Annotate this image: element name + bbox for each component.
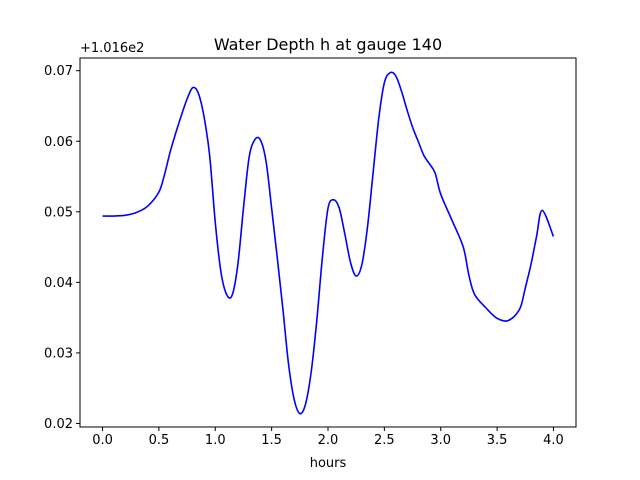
- y-tick-label: 0.07: [44, 64, 73, 79]
- y-tick-label: 0.03: [44, 346, 73, 361]
- series-line: [102, 71, 555, 415]
- plot-area-frame: [79, 57, 577, 428]
- x-tick-label: 3.5: [487, 433, 508, 448]
- chart-title: Water Depth h at gauge 140: [214, 35, 442, 54]
- x-tick-label: 4.0: [543, 433, 564, 448]
- y-axis-offset-label: +1.016e2: [80, 41, 144, 56]
- y-axis-ticks: 0.02 0.03 0.04 0.05 0.06 0.07: [44, 64, 80, 432]
- x-tick-label: 2.0: [318, 433, 339, 448]
- x-tick-label: 0.0: [92, 433, 113, 448]
- x-axis-label: hours: [310, 456, 347, 471]
- x-tick-label: 1.5: [261, 433, 282, 448]
- y-tick-label: 0.05: [44, 205, 73, 220]
- x-tick-label: 2.5: [374, 433, 395, 448]
- y-tick-label: 0.06: [44, 135, 73, 150]
- series-layer: [102, 71, 555, 415]
- x-axis-ticks: 0.0 0.5 1.0 1.5 2.0 2.5 3.0 3.5 4.0: [92, 427, 564, 448]
- y-tick-label: 0.04: [44, 276, 73, 291]
- x-tick-label: 0.5: [149, 433, 170, 448]
- x-tick-label: 3.0: [430, 433, 451, 448]
- x-tick-label: 1.0: [205, 433, 226, 448]
- y-tick-label: 0.02: [44, 417, 73, 432]
